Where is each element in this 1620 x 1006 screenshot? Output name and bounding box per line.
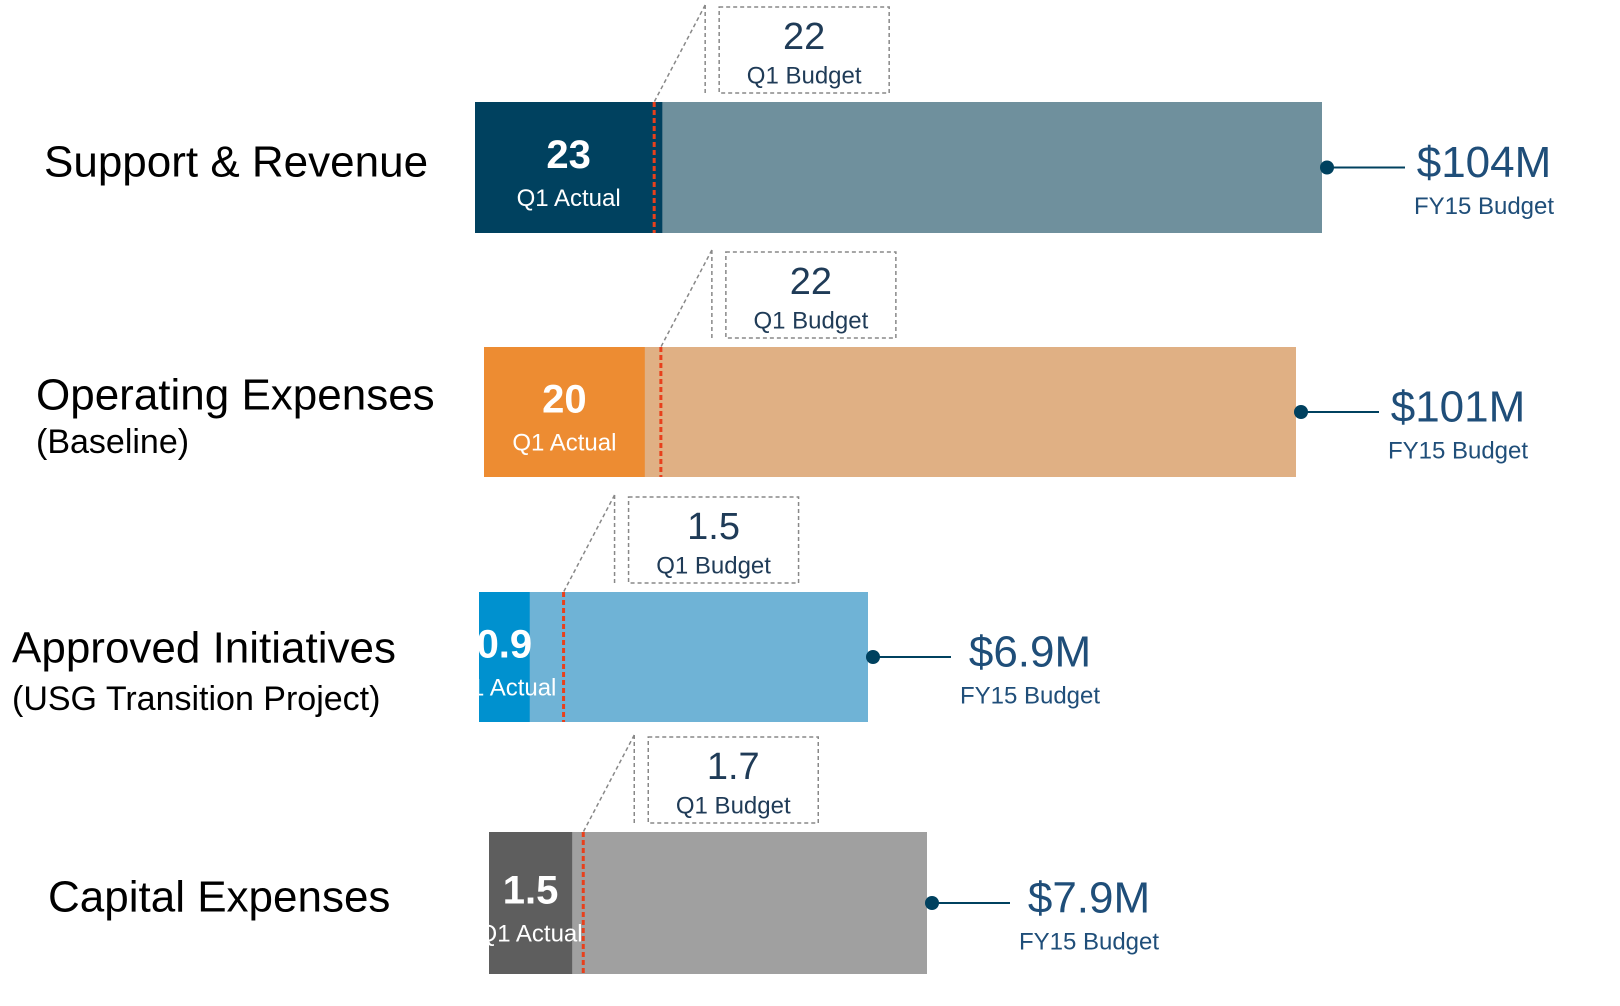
actual-value: 1.5 [503,869,559,913]
callout-box [718,6,890,94]
row-label: Operating Expenses [36,371,435,420]
fy15-dot [866,650,880,664]
fy15-dot [1294,405,1308,419]
row-label: Approved Initiatives [12,624,396,673]
callout-box [627,496,800,584]
actual-bar [489,832,573,974]
q1-budget-value: 22 [790,261,832,303]
fy15-label: FY15 Budget [1019,928,1159,955]
q1-budget-label: Q1 Budget [656,552,771,579]
fy15-value: $6.9M [969,628,1091,677]
q1-budget-value: 22 [783,16,825,58]
q1-budget-value: 1.7 [707,746,760,788]
actual-value: 23 [546,133,591,177]
fy15-label: FY15 Budget [1388,437,1528,464]
callout-leader [582,734,635,833]
q1-budget-value: 1.5 [687,506,740,548]
fy15-value: $101M [1391,383,1526,432]
row-sublabel: (Baseline) [36,423,189,461]
fy15-budget-bar [479,592,868,722]
actual-label: Q1 Actual [517,185,621,212]
actual-bar [475,102,663,233]
row-sublabel: (USG Transition Project) [12,680,380,718]
fy15-value: $104M [1417,138,1552,187]
q1-budget-label: Q1 Budget [753,307,868,334]
q1-budget-label: Q1 Budget [747,62,862,89]
row-label: Capital Expenses [48,873,390,922]
callout-leader [562,494,616,593]
fy15-dot [925,896,939,910]
actual-value: 0.9 [477,623,533,667]
q1-budget-label: Q1 Budget [676,792,791,819]
fy15-dot [1320,160,1334,175]
row-label: Support & Revenue [44,138,428,187]
fy15-label: FY15 Budget [960,682,1100,709]
actual-label: Q1 Actual [512,429,616,456]
actual-bar [484,347,645,477]
callout-leader [653,4,706,103]
actual-value: 20 [542,378,587,422]
actual-label: Q1 Actual [452,674,556,701]
actual-bar [479,592,530,722]
callout-box [725,251,897,339]
fy15-value: $7.9M [1028,874,1150,923]
actual-label: Q1 Actual [479,920,583,947]
fy15-label: FY15 Budget [1414,193,1554,220]
callout-box [647,736,820,824]
callout-leader [660,249,713,348]
